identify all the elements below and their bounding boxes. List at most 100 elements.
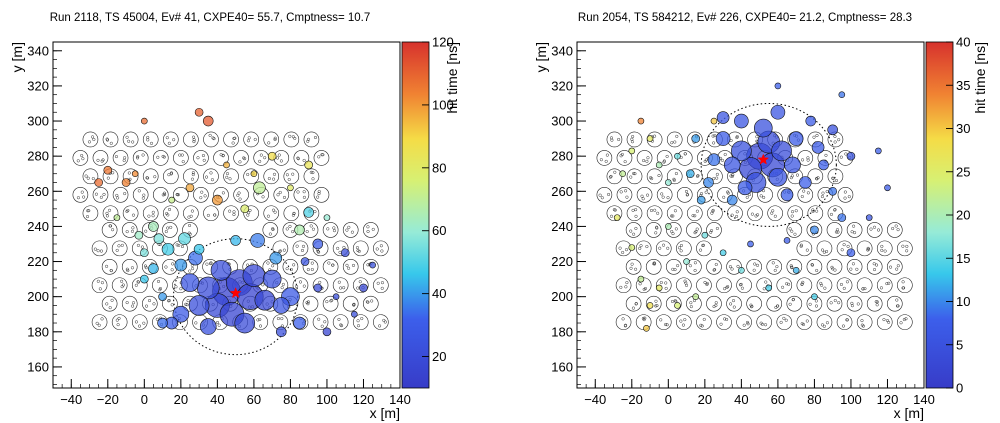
right-pmt-marker (815, 268, 819, 273)
right-pmt-marker (671, 232, 675, 236)
left-hit-marker (369, 261, 376, 269)
right-pmt-marker (709, 230, 713, 234)
left-detector-station (342, 295, 359, 312)
left-pmt-marker (326, 227, 330, 231)
left-detector-station (121, 222, 138, 238)
left-hit-marker (153, 233, 165, 245)
right-hit-marker (655, 284, 663, 292)
left-pmt-marker (81, 157, 85, 161)
right-pmt-marker (860, 319, 864, 323)
right-pmt-marker (799, 243, 803, 247)
right-pmt-marker (795, 173, 800, 177)
left-pmt-marker (266, 214, 270, 218)
right-pmt-marker (598, 193, 602, 197)
right-pmt-marker (629, 175, 633, 179)
right-pmt-marker (638, 282, 642, 286)
left-pmt-marker (291, 213, 295, 217)
right-pmt-marker (683, 152, 687, 156)
right-plot-area (596, 82, 913, 332)
left-pmt-marker (356, 286, 360, 290)
left-pmt-marker (302, 190, 306, 194)
left-detector-station (131, 240, 148, 257)
right-pmt-marker (779, 320, 783, 324)
left-pmt-marker (117, 244, 121, 248)
left-pmt-marker (180, 153, 184, 157)
right-pmt-marker (618, 246, 622, 250)
right-hit-marker (771, 140, 792, 162)
left-hit-marker (223, 161, 230, 169)
right-pmt-marker (702, 317, 706, 321)
left-detector-station (82, 131, 99, 148)
right-pmt-marker (638, 246, 642, 250)
left-pmt-marker (170, 303, 174, 307)
right-pmt-marker (642, 287, 646, 291)
left-pmt-marker (317, 192, 321, 196)
left-pmt-marker (316, 195, 320, 199)
left-pmt-marker (145, 176, 149, 180)
right-pmt-marker (634, 214, 638, 218)
left-pmt-marker (84, 174, 88, 178)
right-hit-marker (665, 179, 672, 186)
left-detector-station (162, 168, 179, 185)
right-detector-station (736, 314, 752, 330)
left-detector-station (102, 131, 119, 148)
right-detector-station (836, 240, 853, 257)
right-hit-marker (685, 169, 695, 179)
left-pmt-marker (167, 299, 171, 303)
left-pmt-marker (379, 244, 383, 248)
right-pmt-marker (634, 267, 638, 271)
right-pmt-marker (831, 176, 835, 180)
right-detector-station (626, 205, 643, 222)
left-colorbar (401, 41, 430, 389)
right-pmt-marker (695, 174, 700, 178)
left-hit-marker (199, 318, 217, 335)
left-pmt-marker (238, 160, 242, 164)
right-pmt-marker (621, 250, 625, 255)
left-pmt-marker (211, 136, 215, 140)
left-x-tick-label: 0 (141, 392, 148, 407)
left-pmt-marker (347, 225, 351, 229)
right-pmt-marker (820, 248, 825, 252)
left-pmt-marker (318, 280, 322, 284)
right-pmt-marker (860, 323, 864, 327)
left-detector-station (312, 314, 329, 330)
right-detector-station (787, 205, 804, 222)
right-hit-marker (696, 195, 706, 205)
right-hit-marker (683, 258, 690, 265)
left-pmt-marker (174, 285, 178, 289)
right-pmt-marker (665, 323, 669, 327)
right-x-tick-label: 80 (807, 392, 821, 407)
left-pmt-marker (273, 137, 277, 142)
right-pmt-marker (723, 317, 727, 321)
right-pmt-marker (659, 280, 663, 285)
right-pmt-marker (650, 177, 654, 181)
left-pmt-marker (202, 158, 206, 162)
right-pmt-marker (703, 159, 707, 163)
left-pmt-marker (192, 135, 196, 139)
right-x-tick-label: 60 (771, 392, 785, 407)
right-pmt-marker (891, 226, 895, 231)
right-pmt-marker (662, 160, 666, 164)
right-pmt-marker (645, 244, 649, 249)
right-pmt-marker (676, 264, 680, 268)
left-pmt-marker (189, 214, 193, 218)
right-hit-marker (828, 186, 837, 196)
left-pmt-marker (382, 318, 386, 322)
left-pmt-marker (215, 320, 220, 325)
right-chart-title: Run 2054, TS 584212, Ev# 226, CXPE40= 21… (578, 12, 912, 24)
right-x-tick-label: −40 (584, 392, 606, 407)
right-pmt-marker (673, 268, 677, 272)
right-detector-station (886, 222, 903, 238)
left-plot-area (72, 107, 389, 356)
left-detector-station (373, 240, 389, 257)
right-pmt-marker (750, 304, 754, 309)
left-hit-marker (332, 293, 340, 300)
right-detector-station (707, 205, 723, 222)
left-pmt-marker (170, 268, 174, 272)
right-pmt-marker (693, 268, 697, 273)
left-pmt-marker (237, 191, 241, 195)
left-detector-station (302, 295, 319, 312)
left-pmt-marker (188, 269, 192, 273)
left-pmt-marker (100, 281, 104, 285)
right-pmt-marker (833, 208, 837, 212)
